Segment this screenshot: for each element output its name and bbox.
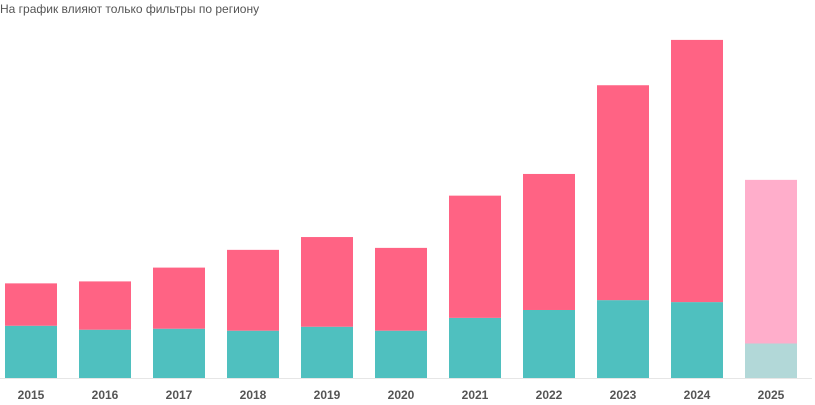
bar-2017-segment-1[interactable]: [153, 328, 205, 378]
x-tick-label: 2017: [166, 388, 193, 402]
bar-2020-segment-1[interactable]: [375, 330, 427, 378]
x-tick-label: 2019: [314, 388, 341, 402]
bar-2021-segment-1[interactable]: [449, 317, 501, 378]
x-tick-label: 2015: [18, 388, 45, 402]
bar-2023-segment-1[interactable]: [597, 300, 649, 378]
chart-filter-note: На график влияют только фильтры по регио…: [0, 2, 260, 16]
x-tick-label: 2022: [536, 388, 563, 402]
bar-2016-segment-2[interactable]: [79, 281, 131, 330]
bar-2022-segment-2[interactable]: [523, 173, 575, 310]
bar-2025-segment-2[interactable]: [745, 179, 797, 344]
bar-2017-segment-2[interactable]: [153, 267, 205, 329]
bar-2020-segment-2[interactable]: [375, 247, 427, 331]
bar-2015-segment-2[interactable]: [5, 283, 57, 326]
x-tick-label: 2024: [684, 388, 711, 402]
x-tick-label: 2020: [388, 388, 415, 402]
bar-2016-segment-1[interactable]: [79, 329, 131, 378]
bar-2022-segment-1[interactable]: [523, 309, 575, 378]
x-tick-label: 2021: [462, 388, 489, 402]
bar-2019-segment-1[interactable]: [301, 326, 353, 378]
bar-2023-segment-2[interactable]: [597, 85, 649, 301]
bar-2015-segment-1[interactable]: [5, 325, 57, 378]
x-tick-label: 2016: [92, 388, 119, 402]
x-tick-label: 2025: [758, 388, 785, 402]
x-tick-label: 2023: [610, 388, 637, 402]
bar-2024-segment-1[interactable]: [671, 302, 723, 378]
bar-2018-segment-2[interactable]: [227, 249, 279, 331]
bar-2021-segment-2[interactable]: [449, 195, 501, 318]
bar-2024-segment-2[interactable]: [671, 39, 723, 303]
bar-2018-segment-1[interactable]: [227, 330, 279, 378]
bar-2025-segment-1[interactable]: [745, 343, 797, 379]
x-tick-label: 2018: [240, 388, 267, 402]
bar-2019-segment-2[interactable]: [301, 237, 353, 327]
